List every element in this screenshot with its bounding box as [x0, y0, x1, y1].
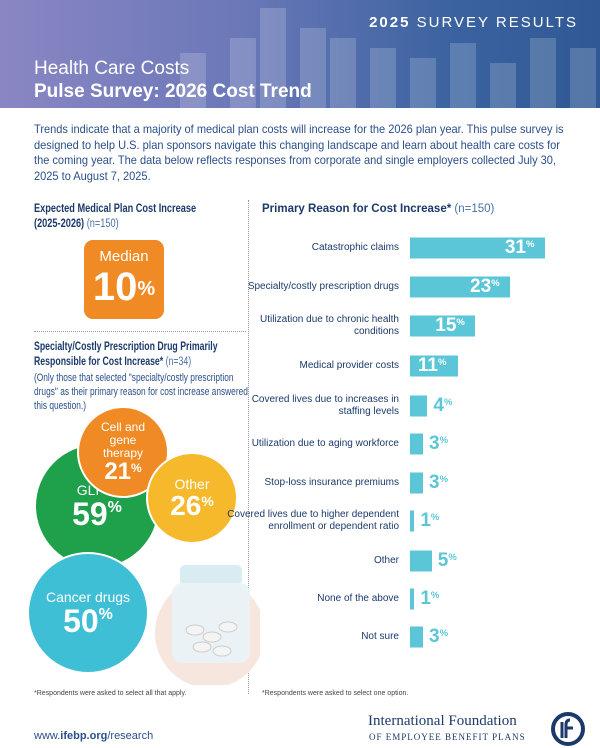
banner-decor-bar	[180, 53, 206, 108]
divider	[34, 331, 246, 332]
chart-title: Primary Reason for Cost Increase* (n=150…	[262, 203, 495, 215]
bar	[410, 237, 545, 259]
title-line2: Pulse Survey: 2026 Cost Trend	[34, 81, 312, 102]
title-line1: Health Care Costs	[34, 58, 190, 79]
if-logo-icon	[551, 712, 585, 746]
bar-value-label: 5%	[437, 550, 457, 571]
bar-value-label: 1%	[420, 510, 440, 531]
bar	[410, 395, 428, 417]
bar-value-label: 1%	[420, 588, 440, 609]
banner-decor-bar	[450, 43, 476, 108]
bar-label: Covered lives due to higher dependent en…	[227, 509, 399, 532]
bar-value-label: 4%	[433, 395, 453, 416]
median-value: 10%	[92, 265, 156, 309]
banner-decor-bar	[300, 28, 326, 108]
specialty-header: Specialty/Costly Prescription Drug Prima…	[34, 340, 251, 413]
bar	[410, 433, 424, 455]
divider	[248, 200, 249, 694]
bar	[410, 588, 415, 610]
logo-subtext: OF EMPLOYEE BENEFIT PLANS	[369, 732, 526, 742]
bar-value-label: 11%	[417, 355, 447, 376]
bar-label: Specialty/costly prescription drugs	[247, 281, 399, 292]
bar-value-label: 3%	[429, 472, 449, 493]
intro-text: Trends indicate that a majority of medic…	[34, 122, 564, 183]
banner-decor-bar	[530, 38, 556, 108]
banner-decor-bar	[260, 8, 286, 108]
bar-label: Utilization due to chronic health condit…	[260, 314, 399, 337]
expected-title: Expected Medical Plan Cost Increase (2025…	[34, 203, 197, 230]
banner-decor-bar	[230, 38, 256, 108]
bar-label: None of the above	[317, 593, 399, 604]
footnote-right: *Respondents were asked to select one op…	[262, 690, 409, 697]
banner-decor-bar	[410, 58, 436, 108]
bar-label: Utilization due to aging workforce	[251, 438, 399, 449]
bar	[410, 355, 458, 377]
bar-value-label: 3%	[429, 433, 449, 454]
logo-text: International Foundation	[368, 713, 517, 729]
survey-badge: 2025 SURVEY RESULTS	[369, 14, 578, 31]
specialty-title: Specialty/Costly Prescription Drug Prima…	[34, 341, 218, 368]
footnote-left: *Respondents were asked to select all th…	[34, 690, 187, 697]
bar-value-label: 23%	[470, 276, 500, 297]
bar-label: Medical provider costs	[299, 360, 399, 371]
banner-decor-bar	[330, 38, 356, 108]
bar	[410, 510, 415, 532]
website-link[interactable]: www.ifebp.org/research	[34, 730, 154, 742]
banner-decor-bar	[490, 63, 516, 108]
cancer-drugs-circle: Cancer drugs 50%	[27, 552, 149, 674]
bar-label: Stop-loss insurance premiums	[264, 477, 400, 488]
median-label: Median	[99, 248, 149, 265]
bar	[410, 626, 424, 648]
median-box: Median 10%	[84, 240, 164, 319]
bar-label: Other	[373, 555, 399, 566]
header-banner: 2025 SURVEY RESULTS Health Care Costs Pu…	[0, 0, 600, 108]
bar-label: Catastrophic claims	[311, 242, 399, 253]
bar	[410, 315, 476, 337]
bar-value-label: 15%	[435, 315, 465, 336]
bar	[410, 550, 432, 572]
bar	[410, 276, 511, 298]
bar-label: Covered lives due to increases in staffi…	[251, 394, 399, 417]
bar-label: Not sure	[361, 631, 399, 642]
bar-value-label: 3%	[429, 626, 449, 647]
bar-value-label: 31%	[504, 237, 535, 258]
pill-jar-illustration	[155, 565, 260, 685]
specialty-note: (Only those that selected "specialty/cos…	[34, 372, 248, 412]
bar	[410, 472, 424, 494]
banner-decor-bar	[570, 48, 596, 108]
other-circle: Other 26%	[146, 452, 238, 544]
banner-decor-bar	[370, 48, 396, 108]
